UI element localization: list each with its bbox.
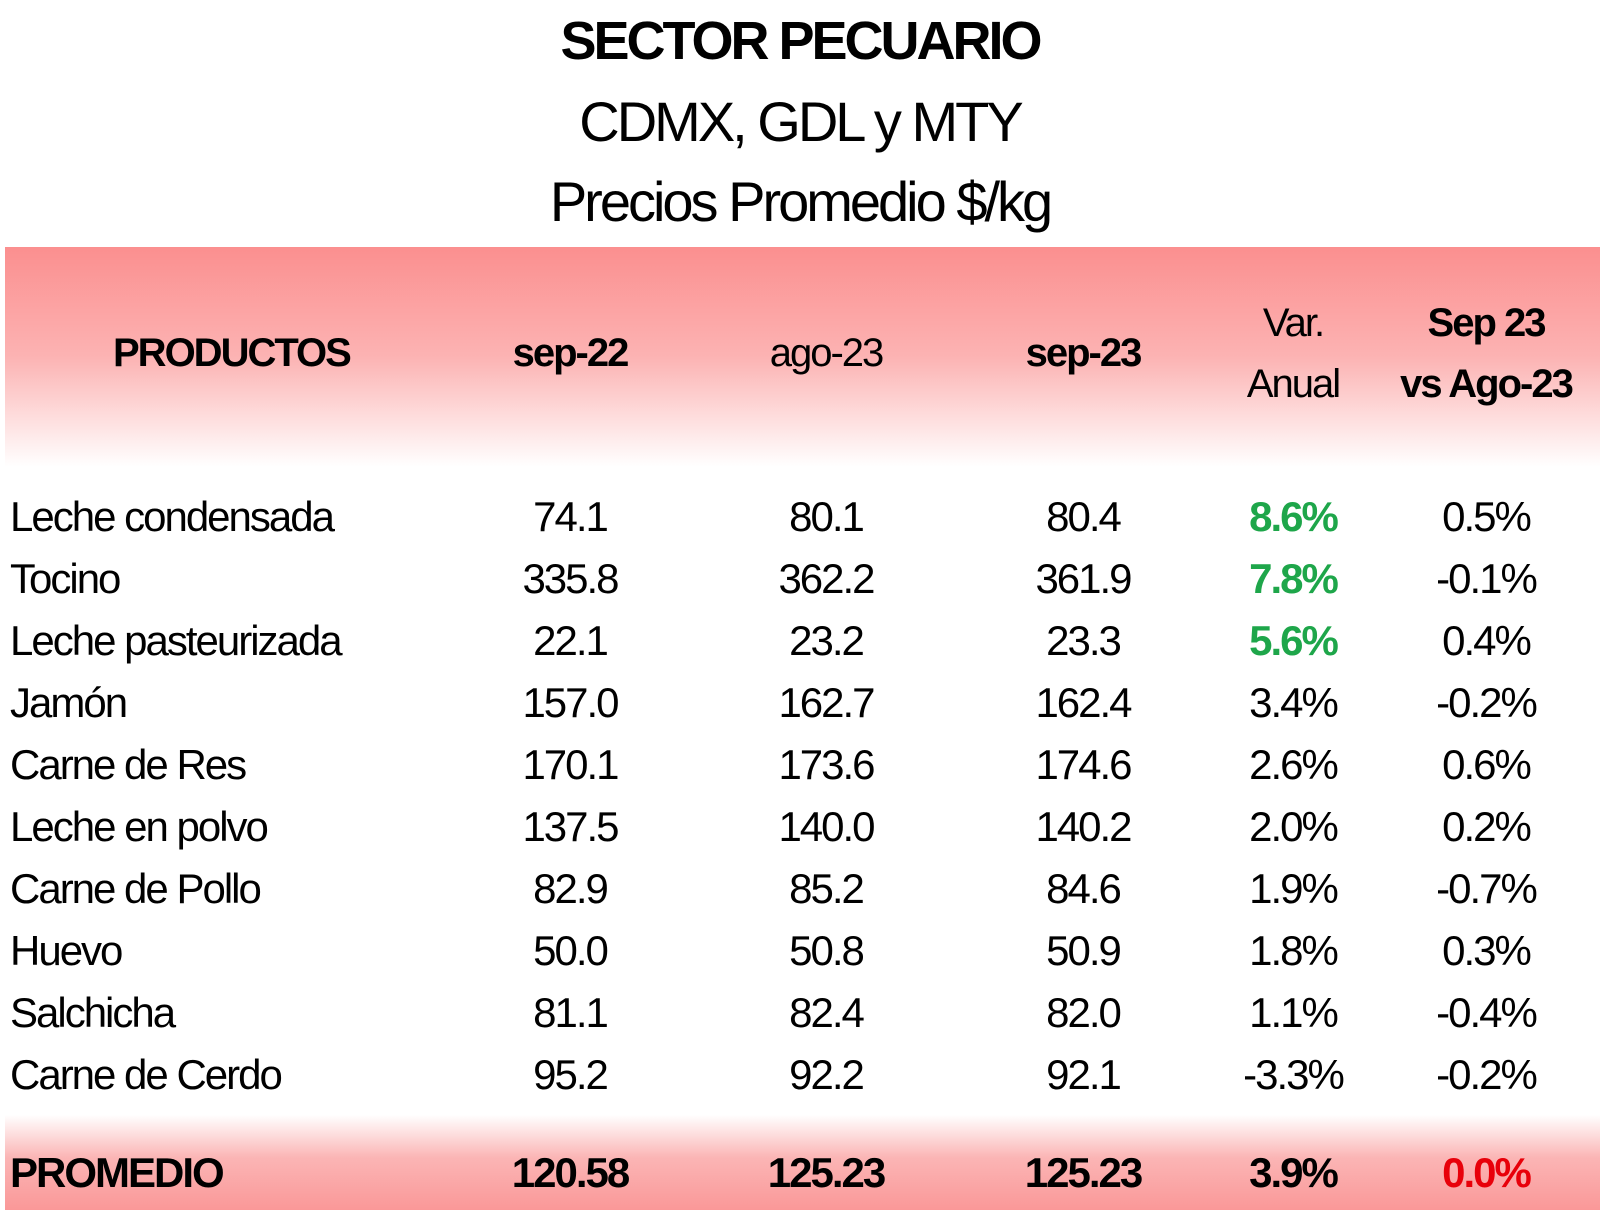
cell-vs-ago: 0.4% bbox=[1442, 617, 1532, 664]
cell-vs-ago: -0.2% bbox=[1436, 1051, 1538, 1098]
cell-sep22: 95.2 bbox=[533, 1051, 609, 1098]
cell-sep23: 140.2 bbox=[1035, 803, 1132, 850]
cell-var-anual: 2.0% bbox=[1249, 803, 1339, 850]
page-subtitle-units: Precios Promedio $/kg bbox=[549, 170, 1053, 233]
cell-ago23: 50.8 bbox=[789, 927, 865, 974]
page-title: SECTOR PECUARIO bbox=[560, 11, 1042, 71]
cell-producto: Carne de Pollo bbox=[10, 865, 262, 912]
cell-var-anual: 5.6% bbox=[1249, 617, 1339, 664]
cell-ago23: 85.2 bbox=[789, 865, 865, 912]
cell-ago23: 82.4 bbox=[789, 989, 865, 1036]
cell-producto: Carne de Cerdo bbox=[10, 1051, 283, 1098]
cell-ago23: 162.7 bbox=[778, 679, 875, 726]
cell-var-anual: 1.8% bbox=[1249, 927, 1339, 974]
cell-var-anual: 3.4% bbox=[1249, 679, 1339, 726]
cell-sep23: 80.4 bbox=[1046, 493, 1122, 540]
cell-sep23: 82.0 bbox=[1046, 989, 1122, 1036]
cell-vs-ago: 0.6% bbox=[1442, 741, 1532, 788]
cell-sep23: 50.9 bbox=[1046, 927, 1122, 974]
footer-band bbox=[5, 1115, 1600, 1210]
cell-sep23: 361.9 bbox=[1035, 555, 1132, 602]
page-subtitle-cities: CDMX, GDL y MTY bbox=[579, 90, 1023, 153]
cell-var-anual: 1.1% bbox=[1249, 989, 1339, 1036]
header-vs-line1: Sep 23 bbox=[1427, 301, 1547, 345]
cell-sep22: 335.8 bbox=[522, 555, 619, 602]
header-productos: PRODUCTOS bbox=[113, 331, 352, 375]
cell-var-anual: 8.6% bbox=[1249, 493, 1339, 540]
cell-sep22: 74.1 bbox=[533, 493, 609, 540]
cell-producto: Tocino bbox=[10, 555, 121, 602]
cell-producto: Leche pasteurizada bbox=[10, 617, 343, 664]
cell-producto: Leche condensada bbox=[10, 493, 335, 540]
total-vs-ago: 0.0% bbox=[1442, 1149, 1532, 1196]
cell-vs-ago: -0.2% bbox=[1436, 679, 1538, 726]
cell-vs-ago: 0.5% bbox=[1442, 493, 1532, 540]
total-ago23: 125.23 bbox=[767, 1149, 886, 1196]
cell-vs-ago: -0.4% bbox=[1436, 989, 1538, 1036]
cell-sep22: 50.0 bbox=[533, 927, 609, 974]
header-var-anual-line2: Anual bbox=[1246, 362, 1341, 406]
cell-sep22: 157.0 bbox=[522, 679, 619, 726]
cell-vs-ago: 0.2% bbox=[1442, 803, 1532, 850]
cell-producto: Salchicha bbox=[10, 989, 176, 1036]
title-block: SECTOR PECUARIO CDMX, GDL y MTY Precios … bbox=[0, 0, 1600, 230]
header-sep23: sep-23 bbox=[1025, 331, 1143, 375]
total-var-anual: 3.9% bbox=[1249, 1149, 1339, 1196]
total-sep22: 120.58 bbox=[511, 1149, 630, 1196]
cell-sep23: 23.3 bbox=[1046, 617, 1122, 664]
cell-sep23: 92.1 bbox=[1046, 1051, 1122, 1098]
header-vs-line2: vs Ago-23 bbox=[1400, 362, 1574, 406]
cell-vs-ago: -0.7% bbox=[1436, 865, 1538, 912]
cell-producto: Carne de Res bbox=[10, 741, 247, 788]
cell-sep22: 22.1 bbox=[533, 617, 609, 664]
header-ago23: ago-23 bbox=[769, 331, 885, 375]
header-band bbox=[5, 247, 1600, 467]
cell-ago23: 80.1 bbox=[789, 493, 865, 540]
cell-sep23: 174.6 bbox=[1035, 741, 1132, 788]
cell-producto: Jamón bbox=[10, 679, 128, 726]
header-sep22: sep-22 bbox=[512, 331, 630, 375]
total-sep23: 125.23 bbox=[1024, 1149, 1143, 1196]
cell-var-anual: 7.8% bbox=[1249, 555, 1339, 602]
header-var-anual-line1: Var. bbox=[1262, 301, 1325, 345]
cell-sep23: 84.6 bbox=[1046, 865, 1122, 912]
cell-vs-ago: -0.1% bbox=[1436, 555, 1538, 602]
cell-var-anual: -3.3% bbox=[1243, 1051, 1345, 1098]
cell-sep22: 137.5 bbox=[522, 803, 619, 850]
cell-vs-ago: 0.3% bbox=[1442, 927, 1532, 974]
cell-ago23: 92.2 bbox=[789, 1051, 865, 1098]
cell-var-anual: 1.9% bbox=[1249, 865, 1339, 912]
cell-producto: Huevo bbox=[10, 927, 123, 974]
cell-ago23: 173.6 bbox=[778, 741, 875, 788]
cell-var-anual: 2.6% bbox=[1249, 741, 1339, 788]
cell-sep22: 82.9 bbox=[533, 865, 609, 912]
cell-ago23: 140.0 bbox=[778, 803, 875, 850]
cell-sep22: 170.1 bbox=[522, 741, 619, 788]
cell-ago23: 23.2 bbox=[789, 617, 865, 664]
total-label: PROMEDIO bbox=[10, 1149, 225, 1196]
cell-sep22: 81.1 bbox=[533, 989, 609, 1036]
cell-ago23: 362.2 bbox=[778, 555, 875, 602]
cell-sep23: 162.4 bbox=[1035, 679, 1132, 726]
cell-producto: Leche en polvo bbox=[10, 803, 269, 850]
